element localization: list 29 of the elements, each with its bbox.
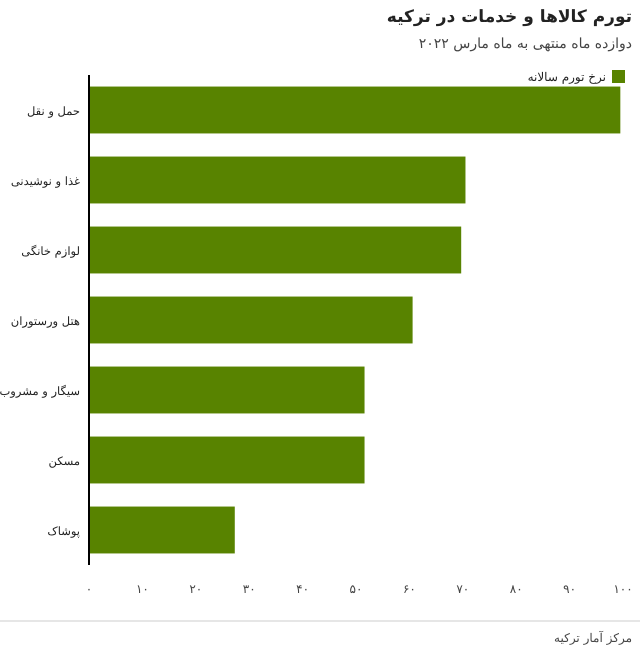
x-tick-label: ۲۰	[189, 582, 202, 596]
chart-title: تورم کالاها و خدمات در ترکیه	[386, 7, 632, 27]
x-tick-label: ۱۰۰	[613, 582, 633, 596]
text: مرکز آمار ترکیه	[554, 630, 632, 645]
bar	[89, 366, 365, 414]
x-tick-label: ۷۰	[456, 582, 470, 596]
x-tick-label: ۴۰	[296, 582, 310, 596]
x-tick-label: ۳۰	[242, 582, 256, 596]
bar	[89, 226, 462, 274]
y-tick-label: سیگار و مشروب	[0, 384, 80, 398]
y-tick-label: هتل ورستوران	[10, 314, 80, 328]
x-tick-label: ۱۰	[136, 582, 149, 596]
x-tick-label: ۵۰	[350, 582, 362, 596]
bar	[89, 86, 620, 134]
y-tick-label: مسکن	[48, 454, 80, 468]
legend-label: نرخ تورم سالانه	[528, 70, 606, 84]
bar	[89, 506, 235, 554]
chart-subtitle: دوازده ماه منتهی به ماه مارس ۲۰۲۲	[418, 36, 632, 52]
bar	[89, 296, 413, 344]
x-tick-label: ۶۰	[402, 582, 416, 596]
x-tick-label: ۹۰	[563, 582, 576, 596]
y-tick-label: لوازم خانگی	[21, 244, 80, 258]
y-tick-label: پوشاک	[47, 524, 80, 538]
y-tick-label: غذا و نوشیدنی	[10, 174, 80, 188]
y-tick-label: حمل و نقل	[26, 104, 80, 118]
bar	[89, 156, 466, 204]
bar	[89, 436, 365, 484]
x-tick-label: ۰	[86, 582, 92, 596]
x-tick-label: ۸۰	[510, 582, 523, 596]
